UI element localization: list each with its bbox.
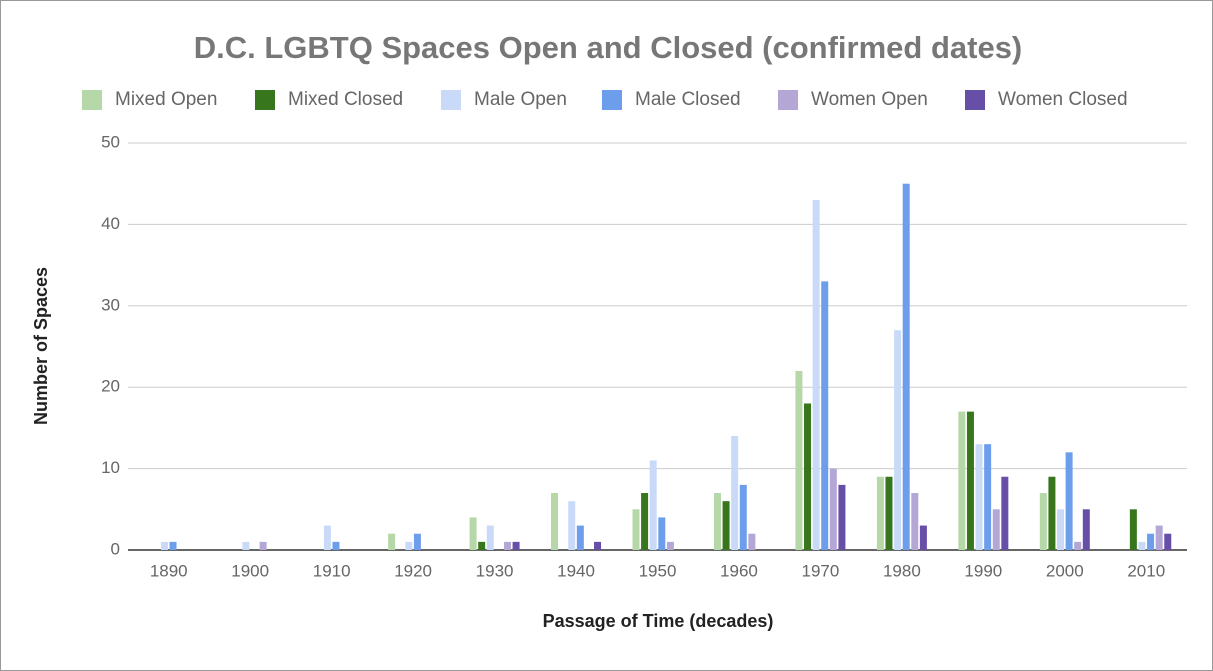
legend-label: Mixed Closed (288, 89, 403, 110)
bar (388, 533, 396, 550)
bar (1057, 509, 1065, 550)
bar (503, 541, 511, 550)
bar (902, 183, 910, 550)
y-tick-label: 40 (101, 214, 120, 233)
bar (594, 541, 602, 550)
y-tick-label: 50 (101, 132, 120, 151)
x-tick-label: 1960 (720, 561, 758, 580)
bar (722, 501, 730, 550)
bar (658, 517, 666, 550)
bar (259, 541, 267, 550)
bar (323, 525, 331, 550)
bar (405, 541, 413, 550)
bar (1074, 541, 1082, 550)
bar (469, 517, 477, 550)
y-tick-label: 10 (101, 458, 120, 477)
bar (992, 509, 1000, 550)
bar (641, 493, 649, 550)
bar (1129, 509, 1137, 550)
bar (804, 403, 812, 550)
bar (876, 476, 884, 550)
y-tick-label: 30 (101, 295, 120, 314)
x-tick-label: 1990 (964, 561, 1002, 580)
bar (739, 484, 747, 550)
bar (242, 541, 250, 550)
legend-label: Women Open (811, 89, 928, 110)
legend-swatch (602, 90, 622, 110)
bar (160, 541, 168, 550)
chart-title: D.C. LGBTQ Spaces Open and Closed (confi… (194, 30, 1023, 65)
bar (486, 525, 494, 550)
bar (1082, 509, 1090, 550)
y-tick-label: 20 (101, 377, 120, 396)
bar (795, 370, 803, 550)
bar (958, 411, 966, 550)
x-tick-label: 1910 (313, 561, 351, 580)
bar (1048, 476, 1056, 550)
bar (1138, 541, 1146, 550)
x-tick-label: 1920 (394, 561, 432, 580)
bar (649, 460, 657, 550)
bar (551, 493, 559, 550)
bar (1039, 493, 1047, 550)
x-tick-label: 2000 (1046, 561, 1084, 580)
legend-swatch (255, 90, 275, 110)
bar (1155, 525, 1163, 550)
x-tick-label: 1980 (883, 561, 921, 580)
x-tick-label: 1940 (557, 561, 595, 580)
bar (984, 444, 992, 550)
x-tick-label: 1950 (639, 561, 677, 580)
bar (1147, 533, 1155, 550)
bar (512, 541, 520, 550)
bar (632, 509, 640, 550)
legend-label: Male Closed (635, 89, 741, 110)
x-axis-title: Passage of Time (decades) (543, 611, 774, 631)
legend-swatch (965, 90, 985, 110)
bar (748, 533, 756, 550)
y-tick-label: 0 (111, 539, 120, 558)
bar (894, 330, 902, 550)
bar (975, 444, 983, 550)
bar (332, 541, 340, 550)
legend-swatch (778, 90, 798, 110)
bar (885, 476, 893, 550)
bar (821, 281, 829, 550)
bar (478, 541, 486, 550)
bar (1164, 533, 1172, 550)
bar (829, 468, 837, 550)
legend-swatch (82, 90, 102, 110)
y-axis-title: Number of Spaces (31, 267, 51, 425)
x-tick-label: 1930 (476, 561, 514, 580)
bar (1001, 476, 1009, 550)
x-tick-label: 1900 (231, 561, 269, 580)
bar (812, 199, 820, 551)
bar (576, 525, 584, 550)
x-tick-label: 1970 (802, 561, 840, 580)
legend-label: Mixed Open (115, 89, 217, 110)
bar (731, 436, 739, 550)
bar (838, 484, 846, 550)
x-tick-label: 2010 (1127, 561, 1165, 580)
bar (169, 541, 177, 550)
bar (413, 533, 421, 550)
x-tick-label: 1890 (150, 561, 188, 580)
bar (919, 525, 927, 550)
legend-label: Women Closed (998, 89, 1128, 110)
legend-label: Male Open (474, 89, 567, 110)
bar (966, 411, 974, 550)
bar (1065, 452, 1073, 550)
bar (666, 541, 674, 550)
bar (713, 493, 721, 550)
legend-swatch (441, 90, 461, 110)
bar (911, 493, 919, 550)
bar (568, 501, 576, 550)
